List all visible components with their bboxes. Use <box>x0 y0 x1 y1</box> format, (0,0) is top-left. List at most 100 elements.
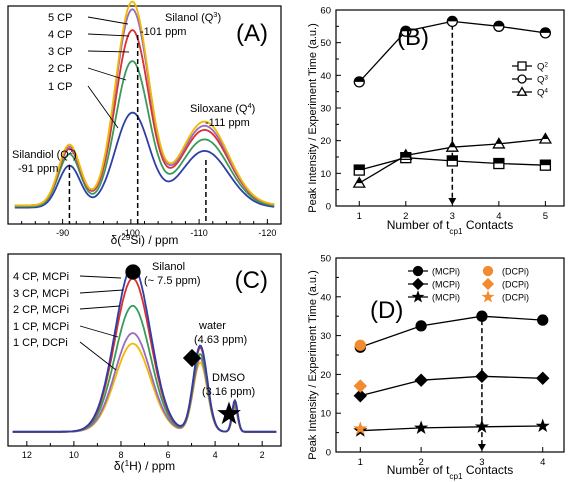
legend-marker-circle-icon <box>482 265 494 277</box>
annotation-dmso-ppm: (3.16 ppm) <box>202 386 255 398</box>
annotation-dmso: DMSO <box>212 372 245 384</box>
legend-label: (DCPi) <box>502 267 529 277</box>
x-tick-label: 1 <box>358 457 363 468</box>
curve-label-3cp: 3 CP <box>48 46 72 58</box>
curve-label: 1 CP, MCPi <box>13 321 69 333</box>
marker-fill <box>493 21 504 27</box>
curve-label-leader <box>79 341 117 371</box>
arrow-head-icon <box>477 444 486 451</box>
y-tick-label: 30 <box>320 331 331 342</box>
y-tick-label: 30 <box>320 104 331 115</box>
curve-label-leader <box>87 50 130 53</box>
marker-fill <box>447 16 458 22</box>
x-axis-label: δ(29Si) / ppm <box>111 233 179 248</box>
legend-marker-diamond-icon <box>481 277 495 291</box>
x-tick-label: 1 <box>357 211 362 222</box>
series-line <box>360 375 543 397</box>
x-tick-label: -110 <box>190 228 207 238</box>
marker-fill <box>356 177 362 184</box>
curve-label-leader <box>79 305 121 310</box>
legend-label: (MCPi) <box>432 293 460 303</box>
marker-fill <box>496 138 502 144</box>
marker-fill <box>449 141 456 148</box>
panel-label-b: (B) <box>397 24 429 51</box>
water-marker-icon <box>182 348 202 368</box>
legend-marker-q2 <box>517 61 527 71</box>
y-tick-label: 10 <box>320 169 331 180</box>
legend-label: (DCPi) <box>502 280 529 290</box>
panel-a: -90 -100 -110 -120 δ(29Si) / ppm Silandiol (Q… <box>7 0 282 248</box>
panel-b: 0 10 20 30 40 50 60 1 2 3 4 5 Number of tcp1 Contact… <box>307 6 565 236</box>
curve-label-5cp: 5 CP <box>48 12 72 24</box>
y-tick-label: 50 <box>320 38 331 49</box>
data-point-circle <box>354 339 366 351</box>
curve-label-leader <box>79 289 124 294</box>
x-tick-label: 8 <box>118 450 123 460</box>
spectrum-1cp <box>14 111 275 209</box>
legend-label-q4: Q4 <box>537 87 548 99</box>
data-point-star <box>414 420 429 434</box>
y-tick-label: 20 <box>320 370 331 381</box>
series-line <box>360 315 543 348</box>
annotation-siloxane-ppm: -111 ppm <box>205 117 250 129</box>
x-tick-label: 5 <box>543 211 548 222</box>
data-point-circle <box>476 310 488 322</box>
curve-label: 1 CP, DCPi <box>13 337 68 349</box>
curve-label-2cp: 2 CP <box>48 63 72 75</box>
data-point-star <box>474 419 490 433</box>
annotation-silanol: Silanol (Q3) <box>165 10 221 25</box>
y-axis-label: Peak Intensity / Experiment Time (a.u.) <box>307 23 319 213</box>
annotation-silanol-ppm: (~ 7.5 ppm) <box>144 275 201 287</box>
legend-marker-q3 <box>517 74 527 84</box>
annotation-silanol: Silanol <box>152 261 185 273</box>
annotation-silandiol-ppm: -91 ppm <box>18 163 58 175</box>
curve-label-4cp: 4 CP <box>48 29 72 41</box>
legend-marker-circle-icon <box>412 265 424 277</box>
y-tick-label: 0 <box>326 202 331 213</box>
data-point-star <box>535 418 550 433</box>
y-tick-label: 40 <box>320 71 331 82</box>
panel-label-d: (D) <box>370 297 403 324</box>
curve-label-1cp: 1 CP <box>48 81 72 93</box>
curve-label-leader <box>87 16 129 25</box>
marker-fill <box>493 158 504 164</box>
curve-label-leader <box>87 33 130 37</box>
data-point-diamond <box>414 373 428 387</box>
x-tick-label: 2 <box>418 457 423 468</box>
legend-marker-diamond-icon <box>411 277 425 291</box>
marker-fill <box>447 155 458 161</box>
data-point-diamond <box>353 379 368 393</box>
data-point-circle <box>415 320 427 332</box>
legend-label: (MCPi) <box>432 280 460 290</box>
panel-label-a: (A) <box>236 20 268 47</box>
y-tick-label: 60 <box>320 6 331 17</box>
panel-label-c: (C) <box>235 267 268 294</box>
data-point-star <box>353 421 368 435</box>
annotation-silandiol: Silandiol (Q2) <box>12 147 77 162</box>
panel-d: 0 10 20 30 40 50 1 2 3 4 Number of tcp1 Contacts Pe… <box>307 254 565 481</box>
annotation-siloxane: Siloxane (Q4) <box>190 101 255 116</box>
marker-fill <box>400 26 411 32</box>
series-line <box>360 425 543 432</box>
curve-label-leader <box>79 275 122 279</box>
x-tick-label: 6 <box>166 450 171 460</box>
x-tick-label: 3 <box>450 211 455 222</box>
annotation-water: water <box>198 320 226 332</box>
x-tick-label: -100 <box>122 228 140 238</box>
curve-label-leader <box>87 85 119 129</box>
annotation-water-ppm: (4.63 ppm) <box>194 334 247 346</box>
y-tick-label: 40 <box>320 292 331 303</box>
y-tick-label: 50 <box>320 254 331 265</box>
marker-fill <box>403 149 409 156</box>
legend-label-q3: Q3 <box>537 74 548 86</box>
silanol-marker-icon <box>125 264 141 280</box>
x-tick-label: 4 <box>540 457 545 468</box>
spectrum-2cp <box>14 60 275 208</box>
x-tick-label: 12 <box>22 450 32 460</box>
marker-fill <box>540 27 551 33</box>
dmso-marker-icon <box>217 401 241 425</box>
arrow-head-icon <box>448 198 457 205</box>
y-tick-label: 0 <box>326 448 331 459</box>
x-tick-label: 4 <box>496 211 501 222</box>
